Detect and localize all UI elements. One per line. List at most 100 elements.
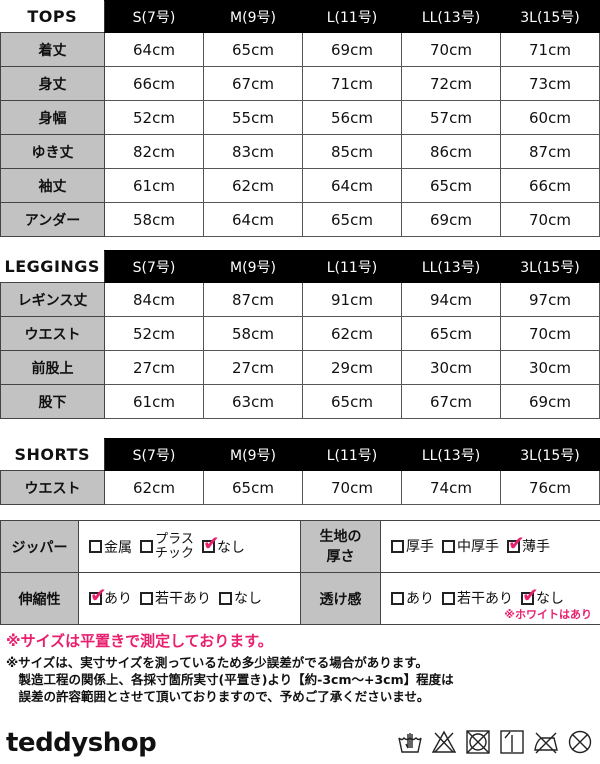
measurement-cell: 70cm [401,32,501,67]
measurement-cell: 57cm [401,100,501,135]
fabric-attributes-table: ジッパー 金属 プラス チック ✔ なし 生地の 厚さ 厚手 中厚手 ✔ 薄手 伸縮性 ✔ あ… [0,520,600,625]
size-header: M(9号) [203,438,303,471]
line-dry-icon [500,730,524,754]
size-header: 3L(15号) [500,438,600,471]
table-row: レギンス丈 84cm 87cm 91cm 94cm 97cm [0,282,600,317]
measurement-cell: 69cm [401,202,501,237]
measurement-cell: 62cm [104,470,204,505]
table-row: アンダー 58cm 64cm 65cm 69cm 70cm [0,202,600,237]
no-tumble-dry-icon [466,730,490,754]
row-label: ゆき丈 [0,134,105,169]
sheer-option: ✔ なし [521,582,564,608]
checked-box-icon: ✔ [521,582,539,607]
table-row: ウエスト 62cm 65cm 70cm 74cm 76cm [0,470,600,505]
no-iron-icon [534,730,558,754]
measurement-cell: 70cm [302,470,402,505]
checked-box-icon: ✔ [202,531,220,555]
measurement-cell: 58cm [203,316,303,351]
measurement-cell: 70cm [500,316,600,351]
tops-title: TOPS [0,0,105,33]
measurement-cell: 65cm [401,316,501,351]
measurement-cell: 66cm [104,66,204,101]
disclaimer-line-3: 誤差の許容範囲とさせて頂いておりますので、予めご了承くださいませ。 [6,689,430,704]
measurement-cell: 62cm [302,316,402,351]
row-label: 着丈 [0,32,105,67]
measurement-cell: 55cm [203,100,303,135]
measurement-cell: 87cm [203,282,303,317]
checkbox-icon [140,540,153,553]
zipper-option: ✔ なし [202,531,246,556]
header-row: SHORTS S(7号) M(9号) L(11号) LL(13号) 3L(15号) [0,438,600,471]
measurement-cell: 61cm [104,384,204,419]
measurement-cell: 86cm [401,134,501,169]
size-header: 3L(15号) [500,250,600,283]
header-row: TOPS S(7号) M(9号) L(11号) LL(13号) 3L(15号) [0,0,600,33]
measurement-cell: 91cm [302,282,402,317]
checkbox-icon [442,591,455,605]
size-header: S(7号) [104,438,204,471]
zipper-option: プラス チック [140,532,194,561]
sheer-label: 透け感 [300,572,381,625]
measurement-cell: 69cm [500,384,600,419]
table-row: 前股上 27cm 27cm 29cm 30cm 30cm [0,350,600,385]
stretch-option: ✔ あり [89,582,132,608]
disclaimer-line-2: 製造工程の関係上、各採寸箇所実寸(平置き)より【約-3cm～+3cm】程度は [6,672,454,687]
size-header: L(11号) [302,438,402,471]
measurement-cell: 29cm [302,350,402,385]
thickness-option: ✔ 薄手 [507,530,550,556]
disclaimer-line-1: ※サイズは、実寸サイズを測っているため多少誤差がでる場合があります。 [6,655,429,670]
measurement-cell: 73cm [500,66,600,101]
measurement-cell: 52cm [104,100,204,135]
measurement-cell: 84cm [104,282,204,317]
measurement-cell: 62cm [203,168,303,203]
measurement-cell: 85cm [302,134,402,169]
measurement-cell: 69cm [302,32,402,67]
size-header: S(7号) [104,250,204,283]
measurement-cell: 67cm [203,66,303,101]
size-header: L(11号) [302,250,402,283]
checkbox-icon [442,539,455,553]
table-row: 袖丈 61cm 62cm 64cm 65cm 66cm [0,168,600,203]
table-row: 身幅 52cm 55cm 56cm 57cm 60cm [0,100,600,135]
measurement-cell: 65cm [203,470,303,505]
hand-wash-icon [398,730,422,754]
checkbox-icon [140,591,153,605]
row-label: 身幅 [0,100,105,135]
white-note: ※ホワイトはあり [504,608,592,621]
sheer-option: 若干あり [442,588,513,608]
measurement-cell: 66cm [500,168,600,203]
size-header: LL(13号) [401,0,501,33]
no-bleach-icon [431,730,457,754]
shorts-title: SHORTS [0,438,105,471]
row-label: 身丈 [0,66,105,101]
checkbox-icon [89,540,102,553]
zipper-option: 金属 [89,537,132,557]
checkbox-icon [391,591,404,605]
measurement-cell: 63cm [203,384,303,419]
header-row: LEGGINGS S(7号) M(9号) L(11号) LL(13号) 3L(15号) [0,250,600,283]
row-label: ウエスト [0,316,105,351]
measurement-cell: 52cm [104,316,204,351]
measurement-cell: 64cm [104,32,204,67]
measurement-cell: 65cm [302,202,402,237]
thickness-label: 生地の 厚さ [300,520,381,573]
measurement-cell: 64cm [302,168,402,203]
measurement-cell: 94cm [401,282,501,317]
size-header: LL(13号) [401,438,501,471]
care-icons [398,730,592,754]
measurement-cell: 70cm [500,202,600,237]
stretch-option: 若干あり [140,588,211,608]
measurement-cell: 74cm [401,470,501,505]
table-row: 股下 61cm 63cm 65cm 67cm 69cm [0,384,600,419]
measurement-cell: 65cm [203,32,303,67]
stretch-option: なし [219,588,262,608]
measurement-cell: 65cm [302,384,402,419]
measurement-cell: 27cm [203,350,303,385]
measurement-cell: 30cm [500,350,600,385]
size-header: LL(13号) [401,250,501,283]
checked-box-icon: ✔ [89,582,107,607]
table-row: ウエスト 52cm 58cm 62cm 65cm 70cm [0,316,600,351]
measurement-cell: 64cm [203,202,303,237]
measurement-cell: 76cm [500,470,600,505]
measurement-cell: 27cm [104,350,204,385]
